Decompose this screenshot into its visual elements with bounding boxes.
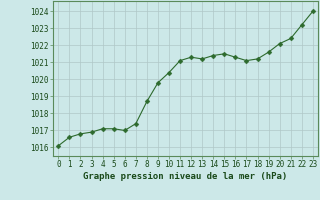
X-axis label: Graphe pression niveau de la mer (hPa): Graphe pression niveau de la mer (hPa) <box>84 172 288 181</box>
